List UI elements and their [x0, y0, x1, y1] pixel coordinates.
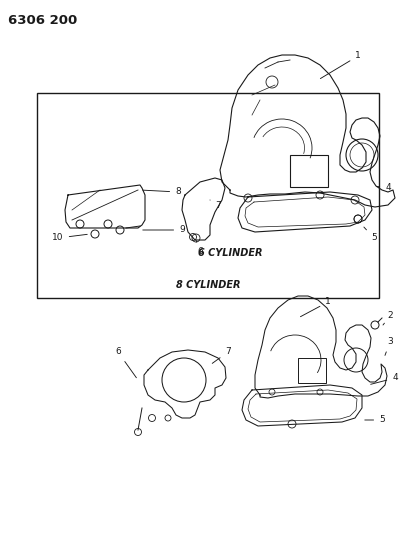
Text: 8: 8: [143, 188, 181, 197]
Text: 8 CYLINDER: 8 CYLINDER: [176, 280, 240, 290]
Text: 7: 7: [210, 200, 221, 211]
Bar: [298, 358, 326, 383]
Text: 5: 5: [365, 416, 385, 424]
Bar: [37, 93, 379, 298]
Text: 5: 5: [364, 227, 377, 243]
Bar: [290, 155, 328, 187]
Text: 6: 6: [115, 348, 136, 378]
Text: 3: 3: [385, 337, 393, 356]
Text: 4: 4: [371, 374, 398, 384]
Text: 1: 1: [320, 52, 361, 78]
Text: 9: 9: [143, 225, 185, 235]
Text: 6306 200: 6306 200: [8, 14, 77, 27]
Text: 10: 10: [52, 233, 87, 243]
Text: 1: 1: [300, 297, 331, 317]
Text: 4: 4: [377, 183, 391, 192]
Text: 6 CYLINDER: 6 CYLINDER: [198, 248, 262, 258]
Text: 6: 6: [196, 240, 203, 256]
Text: 2: 2: [383, 311, 393, 325]
Text: 7: 7: [212, 348, 231, 364]
